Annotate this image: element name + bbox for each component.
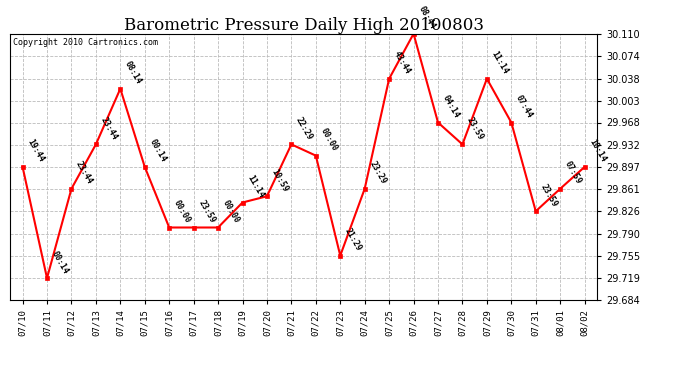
Text: 23:29: 23:29 [368, 160, 388, 186]
Text: 00:00: 00:00 [221, 199, 241, 225]
Text: 07:59: 07:59 [563, 160, 583, 186]
Text: 19:44: 19:44 [26, 138, 46, 164]
Text: 00:14: 00:14 [50, 249, 70, 275]
Text: 00:00: 00:00 [172, 199, 193, 225]
Text: 43:44: 43:44 [392, 50, 412, 76]
Text: Copyright 2010 Cartronics.com: Copyright 2010 Cartronics.com [13, 38, 158, 47]
Title: Barometric Pressure Daily High 20100803: Barometric Pressure Daily High 20100803 [124, 16, 484, 34]
Text: 00:14: 00:14 [148, 138, 168, 164]
Text: 08:44: 08:44 [416, 5, 437, 31]
Text: 08:14: 08:14 [123, 60, 144, 86]
Text: 23:44: 23:44 [75, 160, 95, 186]
Text: 00:00: 00:00 [319, 127, 339, 153]
Text: 07:44: 07:44 [514, 94, 534, 120]
Text: 23:59: 23:59 [465, 116, 486, 142]
Text: 10:59: 10:59 [270, 167, 290, 194]
Text: 23:59: 23:59 [197, 199, 217, 225]
Text: 23:59: 23:59 [538, 182, 559, 209]
Text: 22:29: 22:29 [294, 116, 315, 142]
Text: 10:14: 10:14 [587, 138, 608, 164]
Text: 11:14: 11:14 [490, 50, 510, 76]
Text: 04:14: 04:14 [441, 94, 461, 120]
Text: 21:29: 21:29 [343, 227, 364, 253]
Text: 23:44: 23:44 [99, 116, 119, 142]
Text: 11:14: 11:14 [245, 174, 266, 200]
